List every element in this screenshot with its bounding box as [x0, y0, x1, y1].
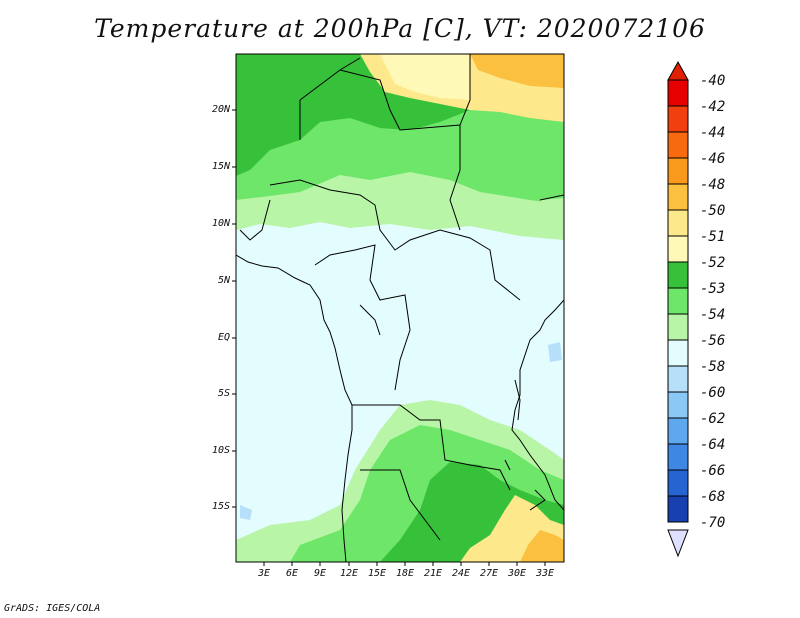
lon-label-24e: 24E: [451, 568, 471, 579]
colorbar-label: -60: [700, 385, 726, 401]
border-southwest: [360, 469, 441, 541]
colorbar-label: -51: [700, 229, 726, 245]
lon-label-21e: 21E: [423, 568, 443, 579]
colorbar-label: -62: [700, 411, 726, 427]
field-pale-yellow-north: [380, 54, 470, 100]
colorbar-label: -40: [700, 73, 726, 89]
colorbar-label: -50: [700, 203, 726, 219]
colorbar-label: -46: [700, 151, 726, 167]
colorbar: [667, 60, 689, 558]
coastline-east-africa: [511, 299, 564, 511]
colorbar-label: -42: [700, 99, 726, 115]
border-central: [269, 179, 521, 301]
lon-label-15e: 15E: [367, 568, 387, 579]
colorbar-box-6: [667, 235, 689, 263]
lon-label-18e: 18E: [395, 568, 415, 579]
coastline-west-africa: [236, 254, 353, 562]
lon-label-6e: 6E: [285, 568, 299, 579]
lon-label-33e: 33E: [535, 568, 555, 579]
colorbar-label: -64: [700, 437, 726, 453]
colorbar-label: -53: [700, 281, 726, 297]
lat-label-20n: 20N: [211, 104, 230, 115]
colorbar-box-1: [667, 105, 689, 133]
colorbar-box-7: [667, 261, 689, 289]
colorbar-box-4: [667, 183, 689, 211]
lakes: [504, 379, 546, 511]
field-blue-patch-east: [548, 342, 562, 362]
map-frame: [235, 53, 565, 563]
colorbar-box-15: [667, 469, 689, 497]
colorbar-box-5: [667, 209, 689, 237]
lon-label-9e: 9E: [313, 568, 327, 579]
lat-label-10s: 10S: [211, 445, 230, 456]
lat-label-5n: 5N: [217, 275, 230, 286]
colorbar-label: -56: [700, 333, 726, 349]
colorbar-box-11: [667, 365, 689, 393]
colorbar-arrow-bottom: [667, 529, 689, 558]
lon-ticks: [263, 562, 546, 566]
map-title: Temperature at 200hPa [C], VT: 202007210…: [94, 14, 706, 43]
colorbar-box-10: [667, 339, 689, 367]
lon-label-3e: 3E: [257, 568, 271, 579]
colorbar-box-13: [667, 417, 689, 445]
colorbar-label: -44: [700, 125, 726, 141]
colorbar-label: -68: [700, 489, 726, 505]
field-blue-patch-west: [240, 505, 252, 520]
lon-label-30e: 30E: [507, 568, 527, 579]
temperature-field: [236, 54, 564, 562]
colorbar-box-16: [667, 495, 689, 523]
lat-label-eq: EQ: [217, 332, 230, 343]
colorbar-box-8: [667, 287, 689, 315]
colorbar-label: -48: [700, 177, 726, 193]
lon-label-27e: 27E: [479, 568, 499, 579]
colorbar-label: -58: [700, 359, 726, 375]
colorbar-arrow-top: [667, 60, 689, 81]
coastlines-borders: [236, 54, 564, 562]
colorbar-label: -52: [700, 255, 726, 271]
colorbar-box-0: [667, 79, 689, 107]
colorbar-box-14: [667, 443, 689, 471]
border-midwest: [314, 244, 411, 391]
border-sahel-north: [299, 54, 471, 140]
footer-credit: GrADS: IGES/COLA: [4, 603, 101, 614]
field-orange-north: [470, 54, 564, 88]
border-guinea-coast: [239, 199, 381, 336]
field-east-green: [540, 198, 564, 240]
border-south-central: [352, 404, 511, 491]
colorbar-boxes: [667, 79, 689, 523]
field-orange-south: [520, 530, 564, 562]
border-east: [449, 125, 564, 231]
lat-label-10n: 10N: [211, 218, 230, 229]
lat-ticks: [232, 109, 236, 508]
colorbar-label: -54: [700, 307, 726, 323]
lat-label-15n: 15N: [211, 161, 230, 172]
colorbar-box-9: [667, 313, 689, 341]
colorbar-label: -70: [700, 515, 726, 531]
colorbar-label: -66: [700, 463, 726, 479]
lat-label-15s: 15S: [211, 501, 230, 512]
colorbar-box-12: [667, 391, 689, 419]
lon-label-12e: 12E: [339, 568, 359, 579]
colorbar-box-2: [667, 131, 689, 159]
lat-label-5s: 5S: [217, 388, 230, 399]
colorbar-box-3: [667, 157, 689, 185]
